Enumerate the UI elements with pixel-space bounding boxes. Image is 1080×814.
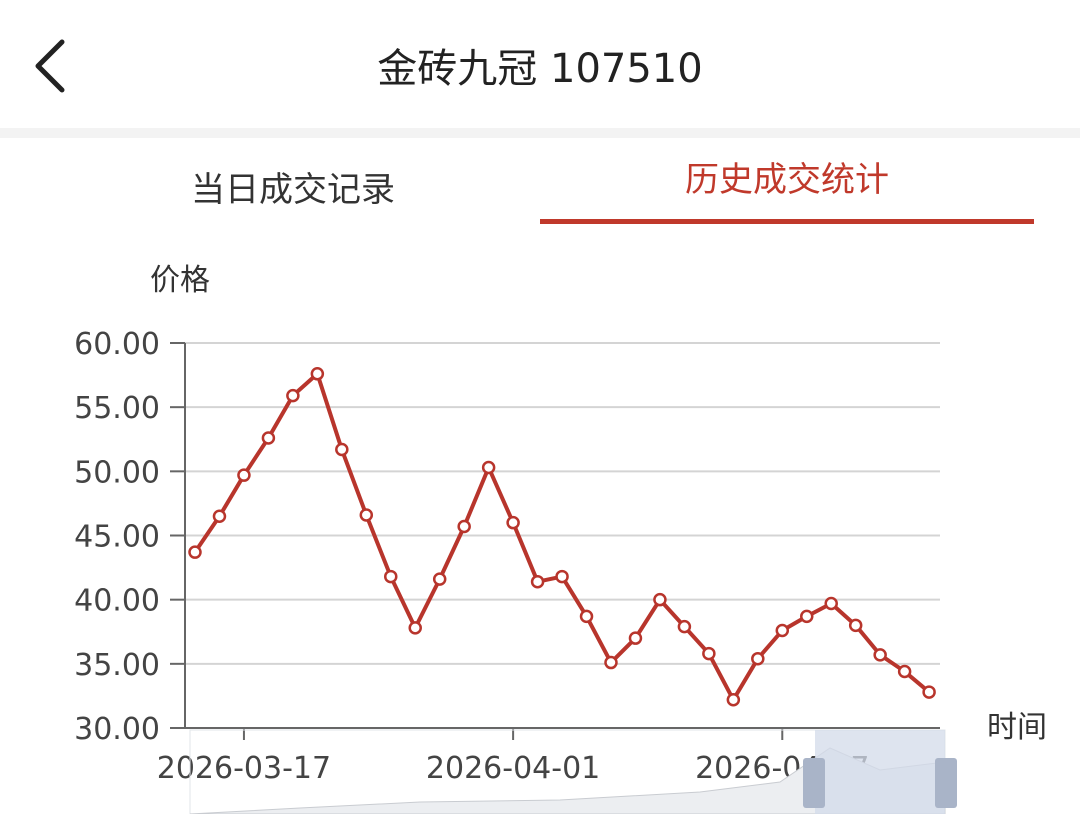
data-point: [286, 388, 300, 403]
data-point: [579, 609, 594, 624]
y-tick-label: 40.00: [74, 584, 160, 619]
data-point: [897, 664, 912, 679]
data-point: [432, 572, 447, 586]
data-point: [800, 609, 814, 624]
data-point: [702, 646, 716, 661]
data-point: [335, 442, 349, 457]
data-point: [775, 623, 790, 638]
tab-active[interactable]: 历史成交统计: [685, 160, 889, 200]
tab[interactable]: 当日成交记录: [191, 170, 395, 210]
data-point: [408, 621, 422, 635]
data-point: [873, 648, 887, 662]
data-point: [848, 618, 863, 633]
y-tick-label: 55.00: [74, 391, 160, 426]
data-point: [457, 519, 471, 534]
data-point: [212, 509, 227, 523]
data-point: [824, 596, 838, 611]
y-axis-label: 价格: [150, 263, 210, 298]
y-tick-label: 60.00: [74, 327, 160, 362]
back-button[interactable]: [30, 38, 70, 94]
page-title: 金砖九冠 107510: [377, 46, 703, 92]
separator: [0, 128, 1080, 138]
data-point: [751, 651, 765, 666]
x-tick-label: 2026-04-01: [426, 751, 600, 786]
data-point: [310, 367, 325, 381]
y-tick-label: 35.00: [74, 648, 160, 683]
x-tick-label: 2026-03-17: [157, 751, 331, 786]
data-point: [555, 569, 569, 584]
price-line: [193, 371, 931, 702]
y-tick-label: 30.00: [74, 712, 160, 747]
y-tick-label: 50.00: [74, 455, 160, 490]
data-point: [261, 431, 276, 445]
y-tick-label: 45.00: [74, 520, 160, 555]
data-zoom[interactable]: [189, 729, 957, 814]
data-point: [188, 545, 202, 559]
tab-underline: [540, 219, 1034, 224]
data-point: [359, 508, 374, 522]
data-point: [628, 631, 643, 645]
data-point: [530, 574, 545, 589]
data-point: [726, 693, 741, 707]
data-point: [481, 460, 496, 475]
data-point: [384, 569, 398, 584]
data-point: [677, 619, 692, 634]
data-point: [604, 655, 618, 670]
data-point: [653, 592, 667, 607]
data-point: [922, 685, 936, 699]
header: 金砖九冠 107510: [0, 0, 1080, 128]
data-point: [237, 468, 251, 482]
data-point: [506, 515, 520, 530]
x-axis-label: 时间: [987, 710, 1047, 745]
